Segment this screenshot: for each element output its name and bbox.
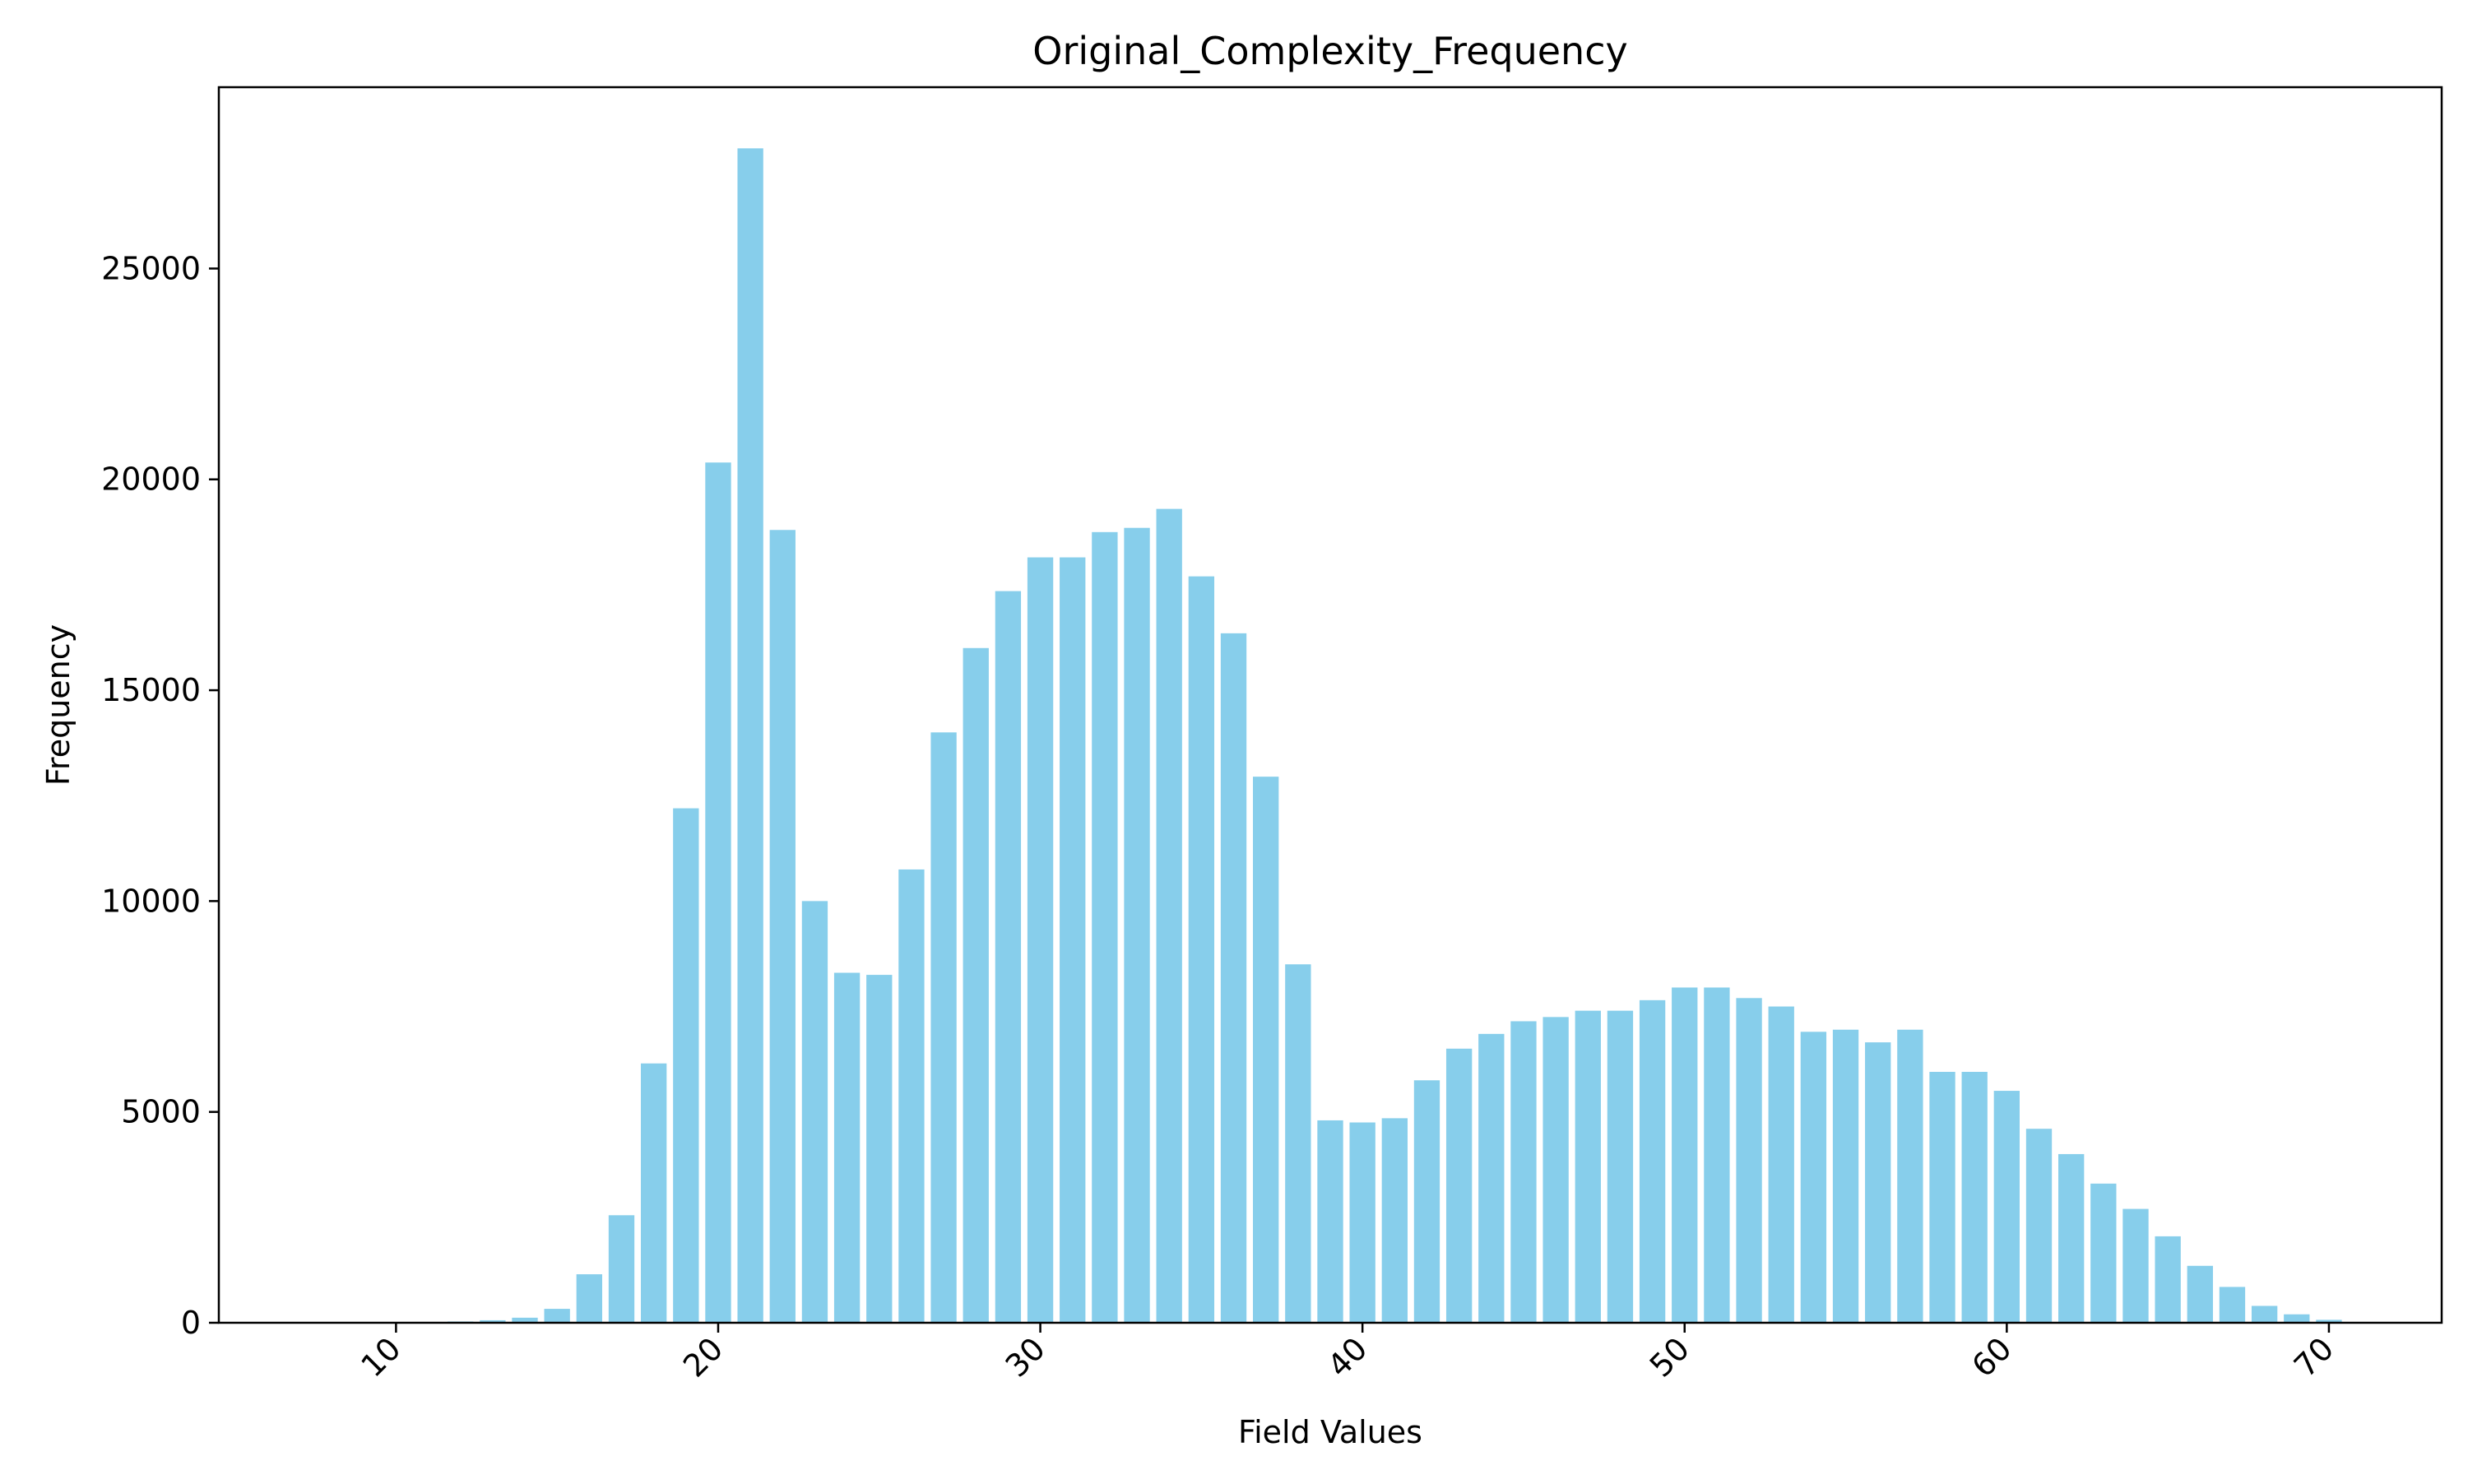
bar-47 xyxy=(1575,1011,1601,1323)
x-tick-label: 40 xyxy=(1320,1330,1374,1384)
bar-56 xyxy=(1865,1042,1890,1323)
bar-64 xyxy=(2122,1209,2148,1323)
bar-69 xyxy=(2284,1315,2309,1323)
bar-42 xyxy=(1414,1080,1440,1323)
x-tick-label: 30 xyxy=(999,1330,1052,1384)
y-tick-label: 5000 xyxy=(121,1094,201,1130)
chart-title: Original_Complexity_Frequency xyxy=(1032,29,1627,73)
bar-46 xyxy=(1542,1017,1568,1323)
bar-22 xyxy=(770,530,796,1323)
y-tick-label: 25000 xyxy=(101,250,201,286)
y-tick-label: 20000 xyxy=(101,461,201,498)
bar-54 xyxy=(1801,1032,1826,1323)
x-tick-label: 10 xyxy=(354,1330,407,1384)
bar-68 xyxy=(2252,1305,2277,1323)
y-tick-label: 0 xyxy=(181,1305,201,1341)
bar-43 xyxy=(1446,1049,1472,1323)
x-tick-label: 60 xyxy=(1965,1330,2018,1384)
bar-25 xyxy=(866,975,892,1323)
bar-18 xyxy=(641,1064,666,1323)
bar-37 xyxy=(1253,777,1278,1323)
bar-26 xyxy=(898,870,924,1323)
bar-16 xyxy=(577,1274,602,1323)
bar-45 xyxy=(1510,1021,1536,1323)
bar-29 xyxy=(995,591,1021,1323)
bar-66 xyxy=(2187,1266,2213,1323)
bar-65 xyxy=(2155,1236,2180,1323)
bar-20 xyxy=(705,462,731,1323)
bars-group xyxy=(351,148,2342,1323)
bar-35 xyxy=(1189,577,1214,1323)
bar-57 xyxy=(1897,1030,1923,1323)
bar-51 xyxy=(1704,987,1729,1323)
bar-67 xyxy=(2220,1287,2245,1323)
y-tick-label: 15000 xyxy=(101,672,201,708)
bar-23 xyxy=(802,901,828,1323)
bar-24 xyxy=(834,973,860,1323)
bar-17 xyxy=(609,1215,634,1323)
bar-50 xyxy=(1672,987,1697,1323)
bar-19 xyxy=(673,809,698,1323)
bar-49 xyxy=(1640,1000,1665,1323)
bar-15 xyxy=(545,1309,570,1323)
bar-59 xyxy=(1962,1072,1988,1323)
bar-48 xyxy=(1607,1011,1633,1323)
bar-58 xyxy=(1929,1072,1955,1323)
bar-27 xyxy=(930,732,956,1323)
bar-55 xyxy=(1833,1030,1858,1323)
bar-21 xyxy=(737,148,763,1323)
bar-53 xyxy=(1769,1007,1794,1323)
bar-39 xyxy=(1317,1120,1343,1323)
bar-44 xyxy=(1478,1034,1504,1323)
bar-63 xyxy=(2090,1184,2116,1323)
bar-34 xyxy=(1157,509,1182,1323)
bar-41 xyxy=(1382,1118,1408,1323)
x-tick-label: 50 xyxy=(1643,1330,1696,1384)
bar-32 xyxy=(1092,532,1117,1323)
y-tick-label: 10000 xyxy=(101,883,201,919)
bar-31 xyxy=(1060,558,1085,1323)
bar-36 xyxy=(1221,633,1246,1323)
bar-28 xyxy=(963,648,989,1323)
x-tick-label: 70 xyxy=(2287,1330,2340,1384)
y-axis-ticks: 0 5000 10000 15000 20000 25000 xyxy=(101,250,219,1341)
bar-61 xyxy=(2026,1129,2052,1323)
bar-52 xyxy=(1736,998,1761,1323)
x-axis-ticks: 10 20 30 40 50 60 70 xyxy=(354,1323,2340,1384)
x-tick-label: 20 xyxy=(676,1330,730,1384)
bar-33 xyxy=(1124,528,1149,1323)
x-axis-label: Field Values xyxy=(1238,1414,1422,1450)
bar-30 xyxy=(1028,558,1053,1323)
y-axis-label: Frequency xyxy=(40,624,77,786)
bar-62 xyxy=(2058,1154,2084,1323)
bar-38 xyxy=(1285,964,1311,1323)
bar-40 xyxy=(1349,1123,1375,1323)
bar-60 xyxy=(1994,1091,2020,1323)
